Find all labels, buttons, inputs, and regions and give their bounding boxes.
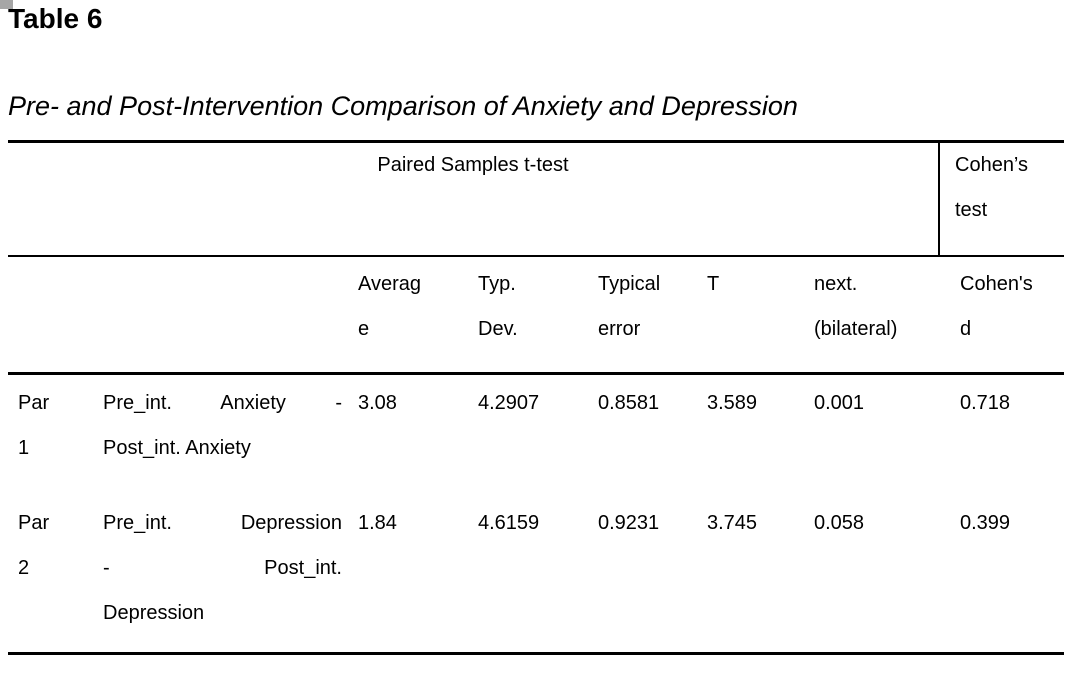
table-caption: Pre- and Post-Intervention Comparison of…: [8, 91, 798, 121]
pair-1-description-line: Pre_int. Anxiety -: [103, 392, 342, 414]
pair-1-typical-error: 0.8581: [598, 392, 660, 414]
pair-2-description-line: Depression: [103, 602, 205, 624]
pair-2-description-line: Pre_int. Depression: [103, 512, 342, 534]
column-header-typ-dev: Typ. Dev.: [478, 273, 518, 340]
table-row-pair-2: Par 2 Pre_int. Depression - Post_int. De…: [8, 501, 1064, 655]
pair-2-description-line: - Post_int.: [103, 557, 342, 579]
pair-2-description: Pre_int. Depression - Post_int. Depressi…: [103, 501, 358, 636]
pair-2-typical-error: 0.9231: [598, 512, 660, 534]
paired-samples-table: Paired Samples t-test Cohen’s test Avera…: [8, 140, 1064, 655]
column-header-t: T: [707, 273, 720, 295]
column-header-cohens-d: Cohen's d: [960, 273, 1033, 340]
table-label: Table 6: [8, 3, 103, 34]
column-header-average: Averag e: [358, 273, 422, 340]
pair-1-average: 3.08: [358, 392, 397, 414]
pair-1-typ-dev: 4.2907: [478, 392, 540, 414]
pair-2-average: 1.84: [358, 512, 397, 534]
pair-2-typ-dev: 4.6159: [478, 512, 540, 534]
cohens-test-header: Cohen’s test: [938, 143, 1064, 255]
pair-2-cohens-d: 0.399: [960, 512, 1011, 534]
column-header-next-bilateral: next. (bilateral): [814, 273, 898, 340]
column-header-typical-error: Typical error: [598, 273, 661, 340]
pair-2-next-bilateral: 0.058: [814, 512, 865, 534]
pair-1-description-line: Post_int. Anxiety: [103, 437, 251, 459]
table-row-pair-1: Par 1 Pre_int. Anxiety - Post_int. Anxie…: [8, 375, 1064, 501]
paired-samples-ttest-header: Paired Samples t-test: [377, 154, 569, 176]
pair-2-label: Par 2: [18, 512, 50, 579]
screen-corner-artifact: [0, 0, 13, 9]
pair-2-t: 3.745: [707, 512, 758, 534]
pair-1-cohens-d: 0.718: [960, 392, 1011, 414]
pair-1-label: Par 1: [18, 392, 50, 459]
pair-1-next-bilateral: 0.001: [814, 392, 865, 414]
table-column-header-row: Averag e Typ. Dev. Typical error T next.…: [8, 257, 1064, 375]
pair-1-description: Pre_int. Anxiety - Post_int. Anxiety: [103, 381, 358, 471]
pair-1-t: 3.589: [707, 392, 758, 414]
table-spanner-header-row: Paired Samples t-test Cohen’s test: [8, 143, 1064, 257]
